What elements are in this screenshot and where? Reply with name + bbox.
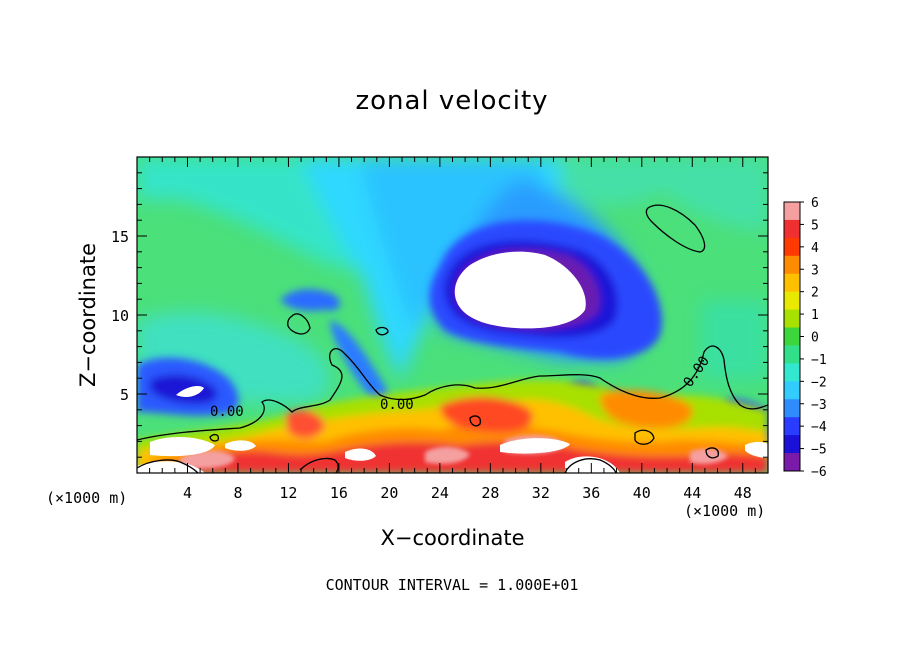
colorbar-label: −2 xyxy=(811,375,827,390)
colorbar-swatch xyxy=(784,273,800,293)
y-tick-label: 5 xyxy=(120,386,129,404)
colorbar-swatch xyxy=(784,363,800,382)
x-tick-label: 44 xyxy=(683,484,701,502)
y-tick-label: 10 xyxy=(111,307,129,325)
colorbar-swatch xyxy=(784,327,800,346)
x-tick-label: 12 xyxy=(279,484,297,502)
chart-title: zonal velocity xyxy=(355,86,549,116)
colorbar-swatch xyxy=(784,453,800,472)
colorbar-label: −1 xyxy=(811,353,827,368)
colorbar-label: −5 xyxy=(811,443,827,458)
colorbar-label: 2 xyxy=(811,286,819,301)
colorbar-swatch xyxy=(784,309,800,329)
velocity-field: 0.00 0.00 0.00 xyxy=(137,157,768,473)
x-axis-unit-left: (×1000 m) xyxy=(46,489,128,507)
x-tick-label: 36 xyxy=(582,484,600,502)
y-tick-label: 15 xyxy=(111,228,129,246)
y-axis-ticks: 5 10 15 xyxy=(111,172,768,458)
colorbar-label: 5 xyxy=(811,218,819,233)
colorbar-swatch xyxy=(784,219,800,239)
colorbar-swatch xyxy=(784,417,800,436)
x-axis-label: X−coordinate xyxy=(380,526,525,550)
colorbar-swatch xyxy=(784,345,800,364)
zero-contours xyxy=(137,204,768,473)
x-axis-ticks: 4 8 12 16 20 24 28 32 36 40 44 48 xyxy=(149,157,756,502)
colorbar-frame xyxy=(783,201,801,472)
colorbar-label: −4 xyxy=(811,420,827,435)
colorbar: 6 5 4 3 2 1 0 −1 −2 −3 −4 −5 −6 xyxy=(783,196,827,480)
plot-frame xyxy=(136,156,769,474)
x-tick-label: 4 xyxy=(183,484,192,502)
colorbar-swatch xyxy=(784,399,800,418)
contour-label-0: 0.00 xyxy=(210,404,244,420)
x-tick-label: 40 xyxy=(633,484,651,502)
x-tick-label: 48 xyxy=(734,484,752,502)
x-axis-unit-right: (×1000 m) xyxy=(684,502,766,520)
colorbar-swatch xyxy=(784,381,800,400)
colorbar-swatch xyxy=(784,255,800,275)
contour-label-1: 0.00 xyxy=(380,397,414,413)
colorbar-label: 3 xyxy=(811,263,819,278)
colorbar-label: 0 xyxy=(811,331,819,346)
colorbar-swatch xyxy=(784,435,800,454)
x-tick-label: 28 xyxy=(481,484,499,502)
colorbar-swatch xyxy=(784,237,800,257)
x-tick-label: 20 xyxy=(380,484,398,502)
colorbar-label: −3 xyxy=(811,398,827,413)
colorbar-label: 1 xyxy=(811,308,819,323)
colorbar-label: −6 xyxy=(811,465,827,480)
colorbar-swatch xyxy=(784,202,800,221)
x-tick-label: 24 xyxy=(431,484,449,502)
colorbar-swatch xyxy=(784,291,800,311)
x-tick-label: 32 xyxy=(532,484,550,502)
contour-interval-note: CONTOUR INTERVAL = 1.000E+01 xyxy=(325,576,579,594)
colorbar-label: 6 xyxy=(811,196,819,211)
y-axis-label: Z−coordinate xyxy=(76,243,100,387)
contour-label-2: 0.00 xyxy=(680,353,712,390)
x-tick-label: 16 xyxy=(330,484,348,502)
colorbar-label: 4 xyxy=(811,241,819,256)
x-tick-label: 8 xyxy=(233,484,242,502)
jet-core-region xyxy=(454,251,586,329)
